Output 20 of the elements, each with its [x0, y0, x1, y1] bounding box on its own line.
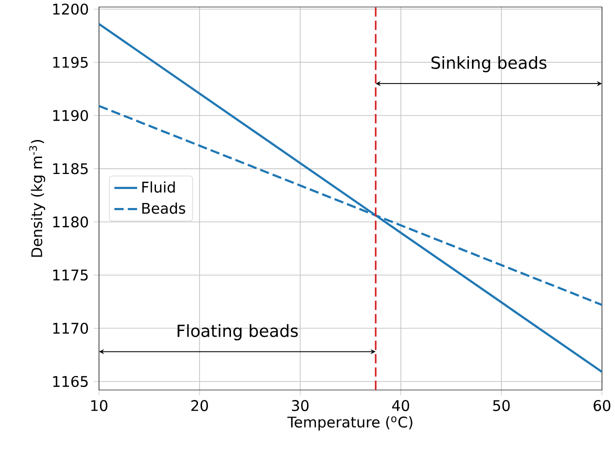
x-axis-title: Temperature ($^{o}$C)	[287, 416, 412, 430]
y-tick-label: 1190	[53, 110, 88, 122]
y-tick-label: 1180	[53, 216, 88, 228]
x-tick-label: 40	[392, 400, 410, 412]
y-tick-label: 1170	[53, 322, 88, 334]
x-tick-label: 30	[292, 400, 309, 412]
x-tick-label: 50	[493, 400, 510, 412]
y-axis-title: Density (kg m$^{-3}$)	[29, 140, 46, 257]
annotation: Sinking beads	[432, 56, 546, 72]
y-tick-label: 1200	[53, 4, 88, 15]
y-tick-label: 1185	[53, 163, 88, 174]
y-tick-label: 1195	[53, 56, 88, 68]
x-tick-label: 10	[91, 400, 108, 412]
annotation: Floating beads	[178, 324, 298, 340]
x-tick-label: 20	[191, 400, 208, 412]
y-tick-label: 1165	[53, 376, 88, 388]
legend-label: Fluid	[142, 181, 175, 193]
x-tick-label: 60	[594, 400, 610, 412]
y-tick-label: 1175	[53, 270, 88, 281]
legend-label: Beads	[142, 202, 186, 214]
